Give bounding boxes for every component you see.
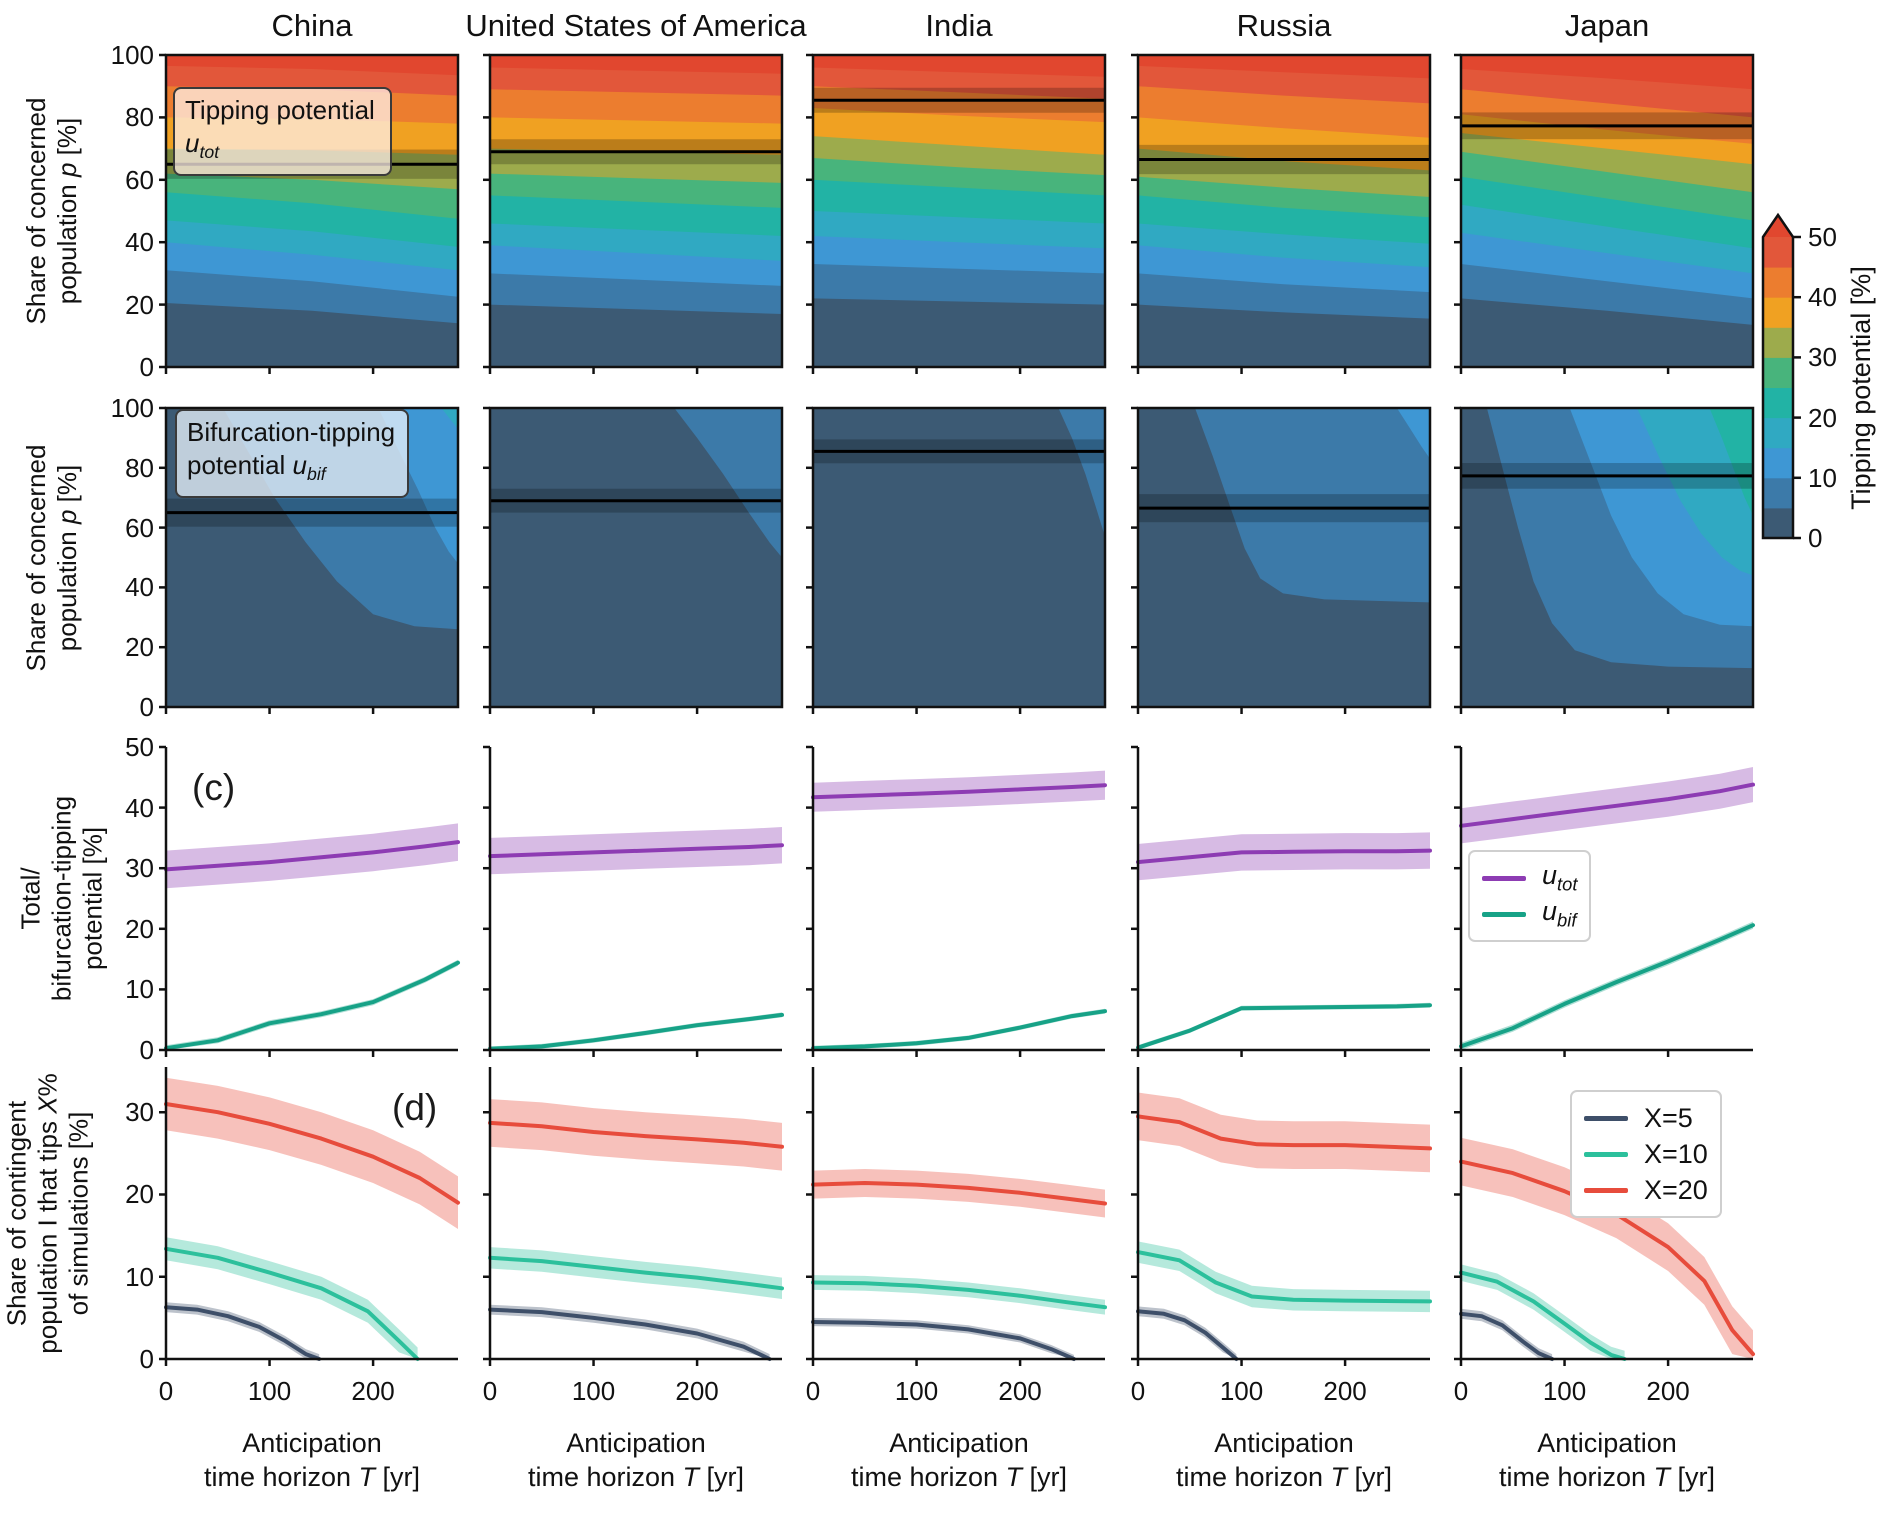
y-tick-label: 60	[125, 164, 154, 195]
x-tick-label: 100	[1542, 1376, 1587, 1406]
column-title-china: China	[271, 8, 353, 43]
panel-b-japan	[1454, 406, 1755, 714]
panel-letter-d: (d)	[392, 1087, 438, 1128]
x-axis-label: Anticipation	[889, 1428, 1029, 1458]
legend-utot-ubif: utot ubif	[1468, 850, 1592, 942]
y-tick-label: 80	[125, 102, 154, 133]
panel-a-japan	[1454, 53, 1755, 374]
colorbar-tick-label: 10	[1808, 462, 1837, 493]
panel-d-china	[159, 1067, 460, 1366]
x-tick-label: 0	[1453, 1376, 1469, 1406]
y-tick-label: 40	[125, 572, 154, 603]
panel-a-india	[806, 53, 1107, 374]
tipping-potential-box: Tipping potential utot	[173, 87, 392, 177]
y-tick-label: 0	[139, 692, 154, 722]
legend-swatch	[1584, 1151, 1628, 1157]
x-axis-label: time horizon T [yr]	[1175, 1462, 1393, 1492]
y-tick-label: 0	[139, 1035, 154, 1065]
x-tick-label: 200	[998, 1376, 1042, 1406]
x-tick-label: 0	[158, 1376, 174, 1406]
legend-swatch	[1584, 1115, 1628, 1121]
panel-d-united-states-of-america	[483, 1067, 784, 1366]
x-axis-label: Anticipation	[242, 1428, 382, 1458]
x-tick-label: 200	[1646, 1376, 1690, 1406]
y-tick-label: 20	[125, 289, 154, 320]
y-tick-label: 40	[125, 227, 154, 258]
y-tick-label: 40	[125, 792, 154, 823]
legend-swatch	[1482, 875, 1526, 881]
panel-a-russia	[1131, 53, 1432, 374]
x-tick-label: 0	[805, 1376, 821, 1406]
column-title-japan: Japan	[1564, 8, 1650, 43]
colorbar-tick-label: 0	[1808, 523, 1823, 553]
x-axis-label: time horizon T [yr]	[850, 1462, 1068, 1492]
panel-c-russia	[1131, 745, 1432, 1057]
x-tick-label: 200	[1323, 1376, 1367, 1406]
x-tick-label: 200	[351, 1376, 395, 1406]
panel-b-united-states-of-america	[483, 406, 784, 714]
legend-swatch	[1482, 911, 1526, 917]
y-tick-label: 10	[125, 974, 154, 1005]
panel-d-japan	[1454, 1067, 1755, 1366]
panel-c-japan	[1454, 745, 1755, 1057]
x-tick-label: 200	[675, 1376, 719, 1406]
x-axis-label: time horizon T [yr]	[1498, 1462, 1716, 1492]
legend-x-thresholds: X=5 X=10 X=20	[1570, 1090, 1722, 1218]
panel-d-russia	[1131, 1067, 1432, 1366]
x-tick-label: 0	[1130, 1376, 1146, 1406]
y-tick-label: 100	[110, 40, 154, 70]
x-axis-label: Anticipation	[566, 1428, 706, 1458]
colorbar-tick-label: 50	[1808, 222, 1837, 252]
y-tick-label: 0	[139, 352, 154, 382]
panel-a-united-states-of-america	[483, 53, 784, 374]
x-tick-label: 100	[894, 1376, 939, 1406]
y-tick-label: 0	[139, 1344, 154, 1374]
x-tick-label: 100	[247, 1376, 292, 1406]
colorbar-tick-label: 40	[1808, 282, 1837, 313]
y-tick-label: 20	[125, 1179, 154, 1210]
bifurcation-tipping-box: Bifurcation-tipping potential ubif	[175, 409, 409, 499]
colorbar-tick-label: 20	[1808, 402, 1837, 433]
panel-c-china	[159, 745, 460, 1057]
column-title-united-states-of-america: United States of America	[465, 8, 807, 43]
panel-d-india	[806, 1067, 1107, 1366]
panel-b-russia	[1131, 406, 1432, 714]
panel-b-india	[806, 406, 1107, 714]
x-axis-label: time horizon T [yr]	[203, 1462, 421, 1492]
y-tick-label: 30	[125, 1097, 154, 1128]
y-tick-label: 20	[125, 632, 154, 663]
colorbar	[1758, 205, 1802, 550]
legend-swatch	[1584, 1187, 1628, 1193]
y-tick-label: 100	[110, 393, 154, 423]
y-tick-label: 60	[125, 512, 154, 543]
x-tick-label: 100	[571, 1376, 616, 1406]
y-label-row-d: Share of contingent population I that tip…	[1, 1072, 94, 1354]
y-tick-label: 30	[125, 853, 154, 884]
panel-letter-c: (c)	[192, 767, 236, 808]
x-axis-label: time horizon T [yr]	[527, 1462, 745, 1492]
panel-c-india	[806, 745, 1107, 1057]
y-tick-label: 20	[125, 913, 154, 944]
y-tick-label: 80	[125, 452, 154, 483]
x-tick-label: 100	[1219, 1376, 1264, 1406]
column-title-russia: Russia	[1236, 8, 1332, 43]
y-tick-label: 10	[125, 1261, 154, 1292]
panel-c-united-states-of-america	[483, 745, 784, 1057]
x-axis-label: Anticipation	[1537, 1428, 1677, 1458]
x-tick-label: 0	[482, 1376, 498, 1406]
column-title-india: India	[925, 8, 993, 43]
y-tick-label: 50	[125, 732, 154, 762]
x-axis-label: Anticipation	[1214, 1428, 1354, 1458]
colorbar-tick-label: 30	[1808, 342, 1837, 373]
